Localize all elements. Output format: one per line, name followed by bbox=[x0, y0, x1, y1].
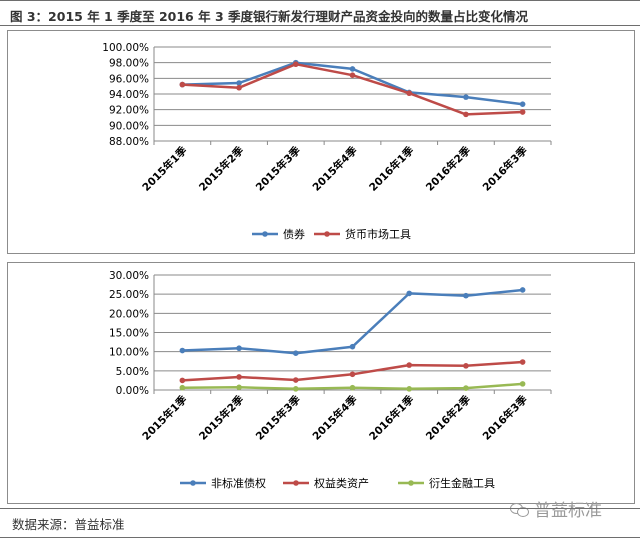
line-chart-bottom: 30.00% 25.00% 20.00% 15.00% 10.00% 5.00% 0.00%… bbox=[109, 270, 552, 490]
data-point bbox=[349, 72, 356, 78]
data-point bbox=[406, 362, 413, 368]
source-top-rule bbox=[0, 508, 640, 509]
data-point bbox=[463, 363, 469, 369]
source-note: 数据来源：普益标准 bbox=[12, 517, 125, 532]
data-point bbox=[406, 90, 413, 97]
data-point bbox=[292, 386, 299, 392]
data-point bbox=[236, 374, 242, 380]
data-point bbox=[179, 81, 186, 88]
data-point bbox=[179, 377, 186, 384]
title-top-rule bbox=[0, 0, 640, 1]
x-tick-label: 2015年1季 bbox=[140, 144, 190, 194]
y-tick-label: 20.00% bbox=[109, 308, 149, 320]
y-tick-label: 5.00% bbox=[116, 366, 149, 378]
data-point bbox=[519, 381, 526, 387]
x-tick-label: 2016年2季 bbox=[423, 393, 473, 443]
data-point bbox=[236, 384, 242, 391]
line-chart-top: 100.00% 98.00% 96.00% 94.00% 92.00% 90.00% 88.… bbox=[102, 42, 552, 241]
data-point bbox=[519, 287, 526, 293]
x-tick-label: 2015年2季 bbox=[196, 144, 246, 194]
y-tick-label: 25.00% bbox=[109, 289, 149, 301]
data-point bbox=[292, 61, 299, 68]
series-line-1 bbox=[182, 288, 523, 355]
data-point bbox=[463, 94, 469, 100]
legend-label: 权益类资产 bbox=[314, 476, 369, 490]
data-point bbox=[236, 84, 242, 91]
legend-label: 非标准债权 bbox=[211, 476, 266, 490]
x-tick-label: 2016年3季 bbox=[480, 393, 530, 443]
x-tick-label: 2015年1季 bbox=[140, 393, 190, 443]
legend-swatch-marker bbox=[324, 231, 330, 237]
data-point bbox=[349, 384, 356, 391]
y-tick-label: 10.00% bbox=[109, 347, 149, 359]
legend-label: 债券 bbox=[283, 227, 305, 241]
y-tick-label: 92.00% bbox=[109, 105, 149, 117]
x-tick-label: 2015年3季 bbox=[253, 144, 303, 194]
data-point bbox=[349, 371, 356, 378]
y-tick-label: 0.00% bbox=[116, 385, 149, 397]
data-point bbox=[179, 384, 186, 391]
legend-swatch-marker bbox=[293, 480, 299, 486]
data-point bbox=[349, 343, 356, 350]
x-tick-label: 2016年1季 bbox=[366, 393, 416, 443]
y-tick-label: 100.00% bbox=[102, 42, 149, 54]
chart-panel-nonstandard-equity-derivatives: 30.00% 25.00% 20.00% 15.00% 10.00% 5.00% 0.00%… bbox=[7, 262, 635, 504]
watermark: 普益标准 bbox=[510, 496, 602, 521]
y-tick-label: 88.00% bbox=[109, 136, 149, 148]
data-point bbox=[519, 101, 526, 107]
data-point bbox=[292, 350, 299, 356]
chart-panel-bonds-money-market: 100.00% 98.00% 96.00% 94.00% 92.00% 90.00% 88.… bbox=[7, 30, 635, 254]
legend-swatch-marker bbox=[190, 480, 196, 486]
y-tick-label: 94.00% bbox=[109, 89, 149, 101]
x-tick-label: 2015年3季 bbox=[253, 393, 303, 443]
watermark-text: 普益标准 bbox=[534, 501, 602, 521]
data-point bbox=[236, 80, 242, 86]
data-point bbox=[406, 386, 413, 392]
x-tick-label: 2015年4季 bbox=[310, 144, 360, 194]
y-tick-label: 90.00% bbox=[109, 120, 149, 132]
data-point bbox=[519, 359, 526, 365]
x-tick-label: 2015年2季 bbox=[196, 393, 246, 443]
legend-label: 货币市场工具 bbox=[345, 227, 411, 241]
legend-swatch-marker bbox=[408, 480, 414, 486]
data-point bbox=[179, 347, 186, 354]
x-tick-label: 2016年1季 bbox=[366, 144, 416, 194]
y-tick-label: 15.00% bbox=[109, 328, 149, 340]
title-bottom-rule bbox=[0, 25, 640, 26]
legend-swatch-marker bbox=[262, 231, 268, 237]
data-point bbox=[463, 111, 469, 118]
wechat-icon bbox=[510, 502, 530, 518]
data-point bbox=[463, 292, 469, 299]
data-point bbox=[236, 345, 242, 352]
legend-label: 衍生金融工具 bbox=[429, 476, 495, 490]
data-point bbox=[349, 66, 356, 72]
x-tick-label: 2015年4季 bbox=[310, 393, 360, 443]
y-tick-label: 30.00% bbox=[109, 270, 149, 282]
x-tick-label: 2016年3季 bbox=[480, 144, 530, 194]
data-point bbox=[292, 377, 299, 383]
data-point bbox=[406, 290, 413, 297]
figure-title: 图 3：2015 年 1 季度至 2016 年 3 季度银行新发行理财产品资金投… bbox=[10, 9, 528, 24]
x-tick-label: 2016年2季 bbox=[423, 144, 473, 194]
y-tick-label: 98.00% bbox=[109, 58, 149, 70]
source-bottom-rule bbox=[0, 537, 640, 538]
y-tick-label: 96.00% bbox=[109, 73, 149, 85]
data-point bbox=[463, 385, 469, 391]
data-point bbox=[519, 109, 526, 115]
